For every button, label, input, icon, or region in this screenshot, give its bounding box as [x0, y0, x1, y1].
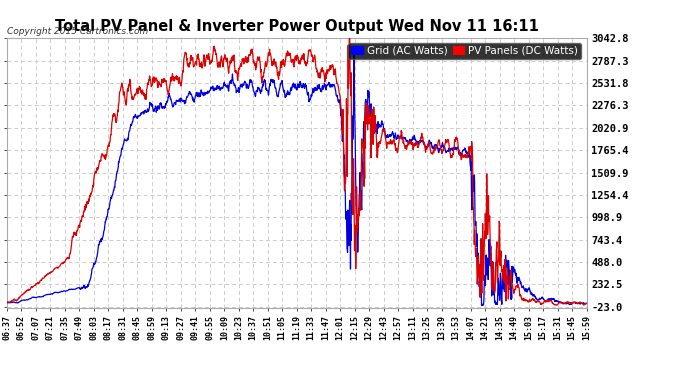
Text: Copyright 2015 Cartronics.com: Copyright 2015 Cartronics.com [7, 27, 148, 36]
Legend: Grid (AC Watts), PV Panels (DC Watts): Grid (AC Watts), PV Panels (DC Watts) [348, 43, 581, 59]
Text: Total PV Panel & Inverter Power Output Wed Nov 11 16:11: Total PV Panel & Inverter Power Output W… [55, 19, 539, 34]
